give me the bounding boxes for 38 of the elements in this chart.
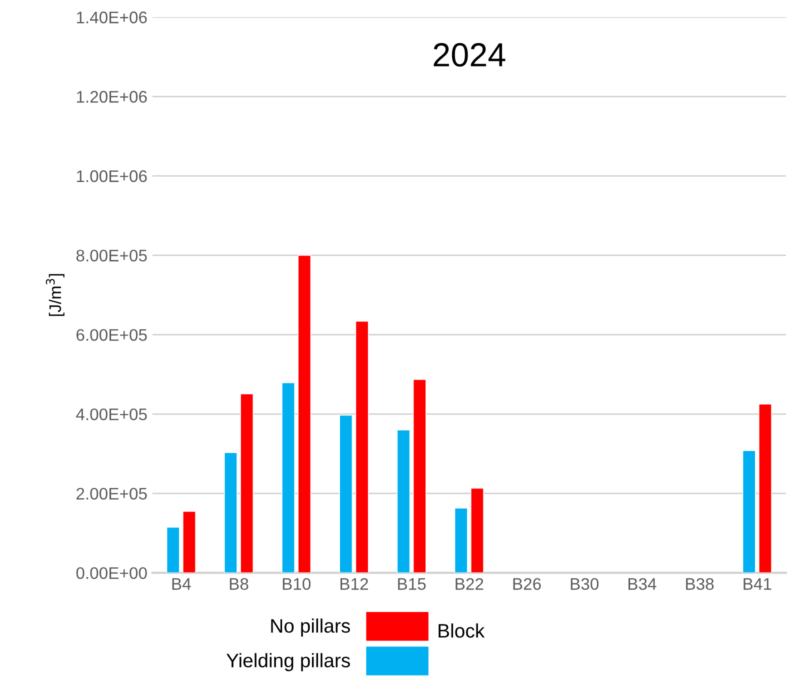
bar <box>240 393 254 573</box>
y-tick-label: 4.00E+05 <box>76 408 147 420</box>
x-tick-label: B30 <box>570 578 599 590</box>
bar <box>412 379 426 573</box>
x-tick-label: B15 <box>398 578 426 590</box>
bar <box>298 254 312 573</box>
x-tick-label: B8 <box>230 578 248 590</box>
y-tick-label: 1.00E+06 <box>76 170 147 182</box>
x-tick-label: B12 <box>340 578 368 590</box>
y-tick-label: 2.00E+05 <box>76 488 147 500</box>
bar <box>224 452 238 573</box>
x-tick-label: B22 <box>456 578 484 590</box>
bar <box>182 510 196 573</box>
x-tick-label: B4 <box>172 578 191 590</box>
bar <box>339 414 353 573</box>
bar <box>396 430 410 573</box>
bar <box>454 508 468 573</box>
legend-label: Yielding pillars <box>226 653 350 672</box>
x-tick-label: B34 <box>628 578 656 590</box>
bar <box>355 320 369 573</box>
bar <box>282 382 296 573</box>
text: 2024 <box>434 43 506 67</box>
x-tick-label: B38 <box>686 578 714 590</box>
legend-title: Block <box>438 623 485 638</box>
bar <box>470 488 484 573</box>
y-tick-label: 6.00E+05 <box>76 329 147 341</box>
bar <box>758 404 772 573</box>
x-tick-label: B10 <box>282 578 311 590</box>
legend-label: No pillars <box>271 618 350 637</box>
bar <box>166 526 180 573</box>
y-tick-label: 1.40E+06 <box>76 12 147 24</box>
x-tick-label: B41 <box>744 578 772 590</box>
y-tick-label: 1.20E+06 <box>76 90 147 103</box>
y-tick-label: 0.00E+00 <box>76 567 147 580</box>
y-axis-title: [J/m$^{3}$] <box>46 274 64 316</box>
bar <box>742 450 756 573</box>
y-tick-label: 8.00E+05 <box>76 250 147 262</box>
x-tick-label: B26 <box>513 578 541 590</box>
